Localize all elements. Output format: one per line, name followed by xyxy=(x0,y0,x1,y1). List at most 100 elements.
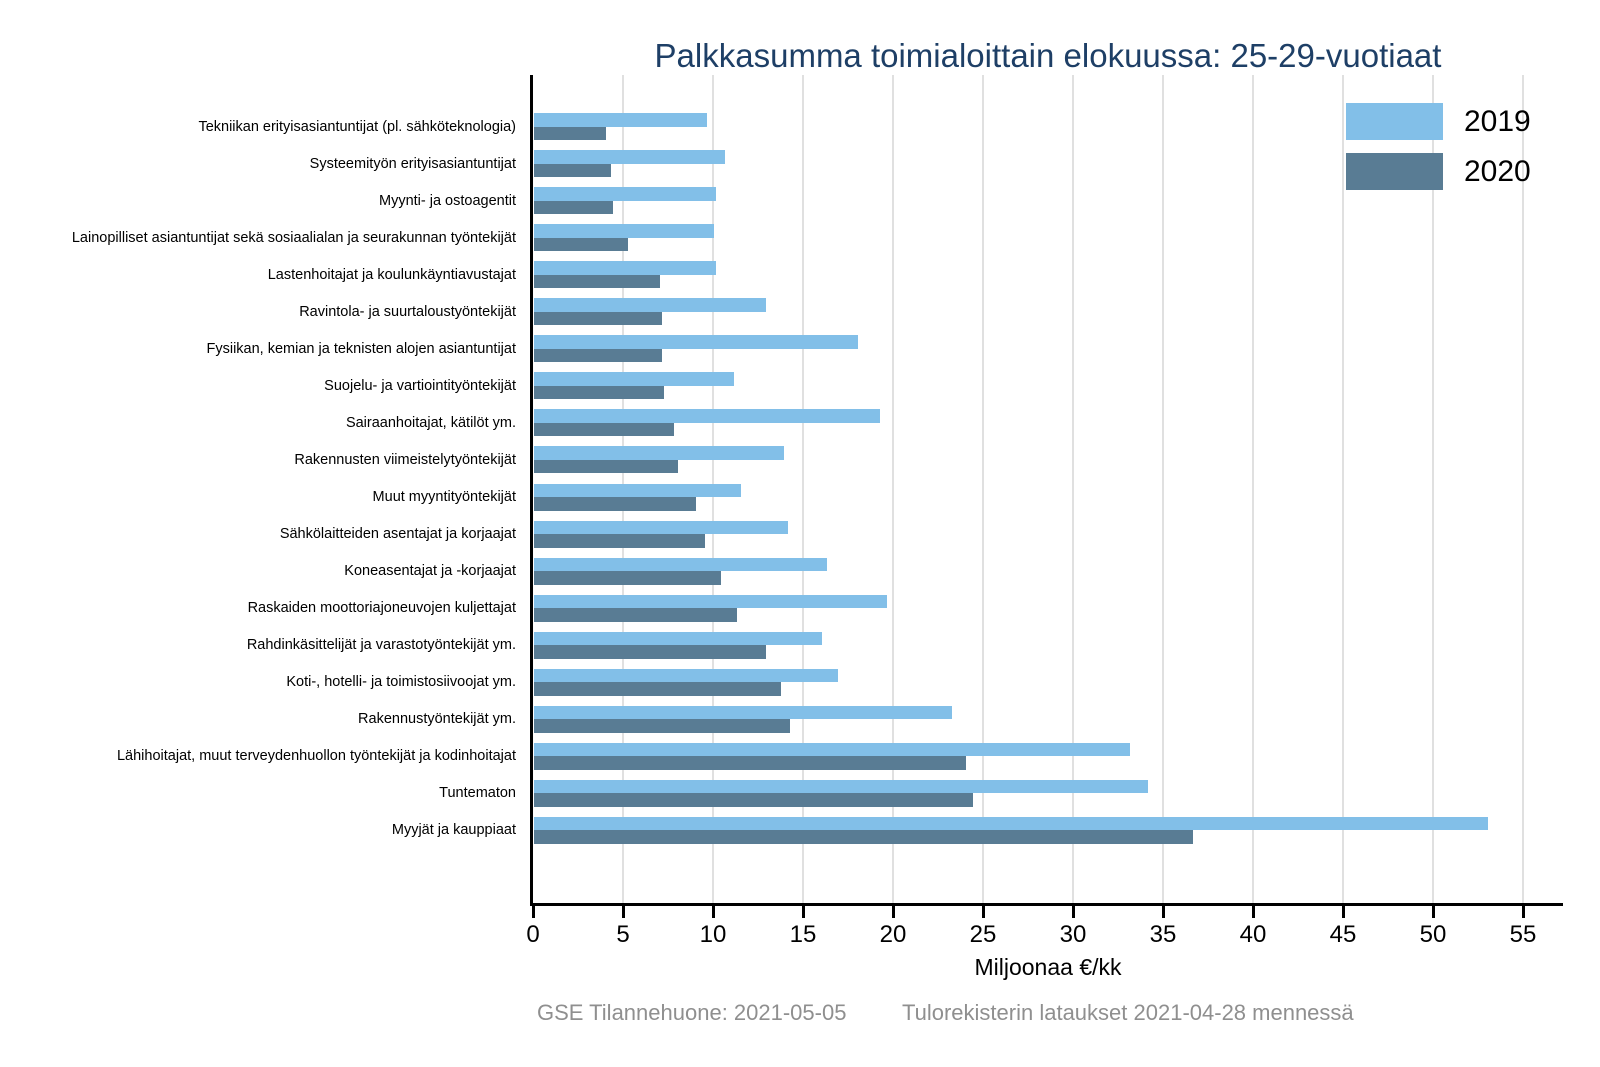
category-label: Fysiikan, kemian ja teknisten alojen asi… xyxy=(206,340,517,357)
bar-2019 xyxy=(534,446,785,460)
chart-title: Palkkasumma toimialoittain elokuussa: 25… xyxy=(654,37,1442,74)
x-tick-50 xyxy=(1431,906,1435,918)
bar-2019 xyxy=(534,705,952,720)
bar-2020 xyxy=(534,274,660,289)
x-tick-10 xyxy=(711,906,715,918)
legend-label-2020: 2020 xyxy=(1464,155,1531,188)
bar-2020 xyxy=(534,497,696,511)
category-label: Lähihoitajat, muut terveydenhuollon työn… xyxy=(116,748,516,765)
x-tick-label-25: 25 xyxy=(969,921,997,948)
legend-swatch-2019 xyxy=(1346,103,1443,140)
bar-2020 xyxy=(534,348,662,363)
x-axis-line xyxy=(530,903,1563,906)
category-label: Ravintola- ja suurtaloustyöntekijät xyxy=(299,303,516,320)
bar-2019 xyxy=(534,335,858,349)
bar-2020 xyxy=(534,756,966,770)
category-label: Tuntematon xyxy=(439,785,516,802)
category-label: Systeemityön erityisasiantuntijat xyxy=(309,155,516,172)
bar-2020 xyxy=(534,608,738,622)
bar-2019 xyxy=(534,483,741,497)
bar-2019 xyxy=(534,594,887,609)
bar-2019 xyxy=(534,261,716,275)
footer-update-note: Tulorekisterin lataukset 2021-04-28 menn… xyxy=(902,1000,1354,1025)
gridline-x-30 xyxy=(1072,75,1074,903)
bar-2019 xyxy=(534,557,828,572)
bar-2020 xyxy=(534,534,705,548)
bar-2019 xyxy=(534,372,734,386)
x-tick-label-20: 20 xyxy=(879,921,907,948)
bar-2020 xyxy=(534,682,781,696)
bar-2020 xyxy=(534,719,790,733)
gridline-x-55 xyxy=(1522,75,1524,903)
category-label: Sairaanhoitajat, kätilöt ym. xyxy=(345,414,516,431)
x-tick-label-45: 45 xyxy=(1329,921,1357,948)
x-tick-40 xyxy=(1251,906,1255,918)
bar-2019 xyxy=(534,150,725,164)
bar-2020 xyxy=(534,163,612,178)
category-label: Rakennusten viimeistelytyöntekijät xyxy=(294,451,516,468)
gridline-x-50 xyxy=(1432,75,1434,903)
gridline-x-20 xyxy=(892,75,894,903)
x-tick-label-0: 0 xyxy=(526,921,540,948)
bar-2019 xyxy=(534,779,1148,794)
x-tick-30 xyxy=(1071,906,1075,918)
bar-2020 xyxy=(534,126,606,140)
category-label: Muut myyntityöntekijät xyxy=(372,489,516,505)
category-label: Sähkölaitteiden asentajat ja korjaajat xyxy=(279,526,516,543)
bar-2020 xyxy=(534,830,1193,844)
category-label: Rakennustyöntekijät ym. xyxy=(358,711,516,728)
x-tick-label-40: 40 xyxy=(1239,921,1267,948)
x-tick-45 xyxy=(1341,906,1345,918)
y-axis-line xyxy=(530,75,533,906)
x-tick-55 xyxy=(1521,906,1525,918)
x-tick-label-15: 15 xyxy=(789,921,817,948)
category-label: Suojelu- ja vartiointityöntekijät xyxy=(324,377,516,394)
bar-2020 xyxy=(534,422,675,437)
bar-2020 xyxy=(534,793,974,807)
category-label: Lastenhoitajat ja koulunkäyntiavustajat xyxy=(267,266,516,283)
x-tick-label-50: 50 xyxy=(1419,921,1447,948)
bar-2020 xyxy=(534,385,664,400)
x-tick-35 xyxy=(1161,906,1165,918)
bar-2020 xyxy=(534,571,722,585)
bar-2019 xyxy=(534,224,714,238)
legend-swatch-2020 xyxy=(1346,153,1443,190)
x-tick-label-30: 30 xyxy=(1059,921,1087,948)
bar-2019 xyxy=(534,298,767,312)
bar-2019 xyxy=(534,409,880,423)
bar-2019 xyxy=(534,187,716,201)
x-tick-0 xyxy=(531,906,535,918)
x-tick-20 xyxy=(891,906,895,918)
category-label: Myyjät ja kauppiaat xyxy=(391,822,516,839)
gridline-x-40 xyxy=(1252,75,1254,903)
category-label: Tekniikan erityisasiantuntijat (pl. sähk… xyxy=(198,118,516,135)
footer-source-note: GSE Tilannehuone: 2021-05-05 xyxy=(537,1000,847,1025)
x-tick-5 xyxy=(621,906,625,918)
x-tick-label-10: 10 xyxy=(699,921,727,948)
bar-2019 xyxy=(534,816,1488,831)
category-label: Myynti- ja ostoagentit xyxy=(378,192,516,209)
bar-2019 xyxy=(534,520,788,535)
bar-2020 xyxy=(534,237,628,252)
gridline-x-15 xyxy=(802,75,804,903)
bar-2020 xyxy=(534,645,767,659)
bar-2020 xyxy=(534,200,614,215)
bar-2019 xyxy=(534,668,839,683)
category-label: Lainopilliset asiantuntijat sekä sosiaal… xyxy=(71,229,516,246)
gridline-x-35 xyxy=(1162,75,1164,903)
category-label: Koneasentajat ja -korjaajat xyxy=(344,563,516,580)
bar-2019 xyxy=(534,113,707,127)
legend-label-2019: 2019 xyxy=(1464,105,1531,138)
bar-2019 xyxy=(534,631,822,646)
x-tick-label-5: 5 xyxy=(616,921,630,948)
gridline-x-45 xyxy=(1342,75,1344,903)
category-label: Raskaiden moottoriajoneuvojen kuljettaja… xyxy=(247,600,516,617)
category-label: Rahdinkäsittelijät ja varastotyöntekijät… xyxy=(246,637,516,654)
category-label: Koti-, hotelli- ja toimistosiivoojat ym. xyxy=(286,674,516,691)
bar-2020 xyxy=(534,311,662,326)
x-tick-25 xyxy=(981,906,985,918)
x-tick-label-55: 55 xyxy=(1509,921,1537,948)
gridline-x-25 xyxy=(982,75,984,903)
bar-2019 xyxy=(534,742,1130,757)
